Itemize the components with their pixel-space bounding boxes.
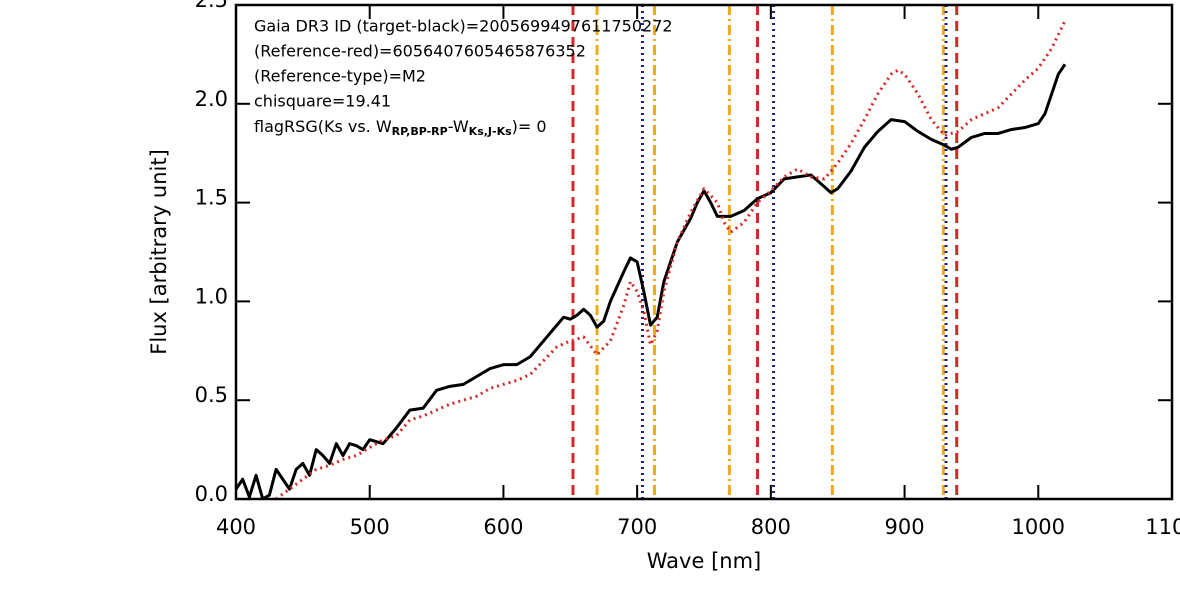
x-tick-label: 700	[617, 515, 657, 539]
annotation-subscript: Ks,J-Ks	[469, 125, 512, 138]
series-line	[236, 63, 1067, 499]
plot-frame	[234, 3, 1174, 501]
x-tick-label: 900	[885, 515, 925, 539]
annotation: (Reference-red)=6056407605465876352	[254, 42, 586, 61]
y-axis-title: Flux [arbitrary unit]	[147, 149, 171, 355]
x-tick-label: 400	[216, 515, 256, 539]
x-tick-label: 600	[483, 515, 523, 539]
y-tick-label: 2.5	[195, 0, 228, 12]
annotation: chisquare=19.41	[254, 92, 391, 111]
x-tick-label: 800	[751, 515, 791, 539]
annotation: flagRSG(Ks vs. WRP,BP-RP-WKs,J-Ks)= 0	[254, 117, 547, 139]
y-tick-label: 2.0	[195, 87, 228, 111]
y-tick-label: 0.0	[195, 482, 228, 506]
annotation-part: )= 0	[512, 117, 547, 136]
x-axis-title: Wave [nm]	[647, 549, 761, 573]
annotation: Gaia DR3 ID (target-black)=2005699497611…	[254, 17, 673, 36]
y-tick-label: 1.5	[195, 186, 228, 210]
annotation-part: flagRSG(Ks vs. W	[254, 117, 392, 136]
x-tick-label: 500	[350, 515, 390, 539]
y-tick-label: 1.0	[195, 284, 228, 308]
annotation-subscript: RP,BP-RP	[392, 125, 448, 138]
x-tick-label: 1000	[1012, 515, 1065, 539]
annotation: (Reference-type)=M2	[254, 67, 426, 86]
series-line	[275, 20, 1067, 499]
annotation-part: -W	[448, 117, 469, 136]
y-tick-label: 0.5	[195, 383, 228, 407]
